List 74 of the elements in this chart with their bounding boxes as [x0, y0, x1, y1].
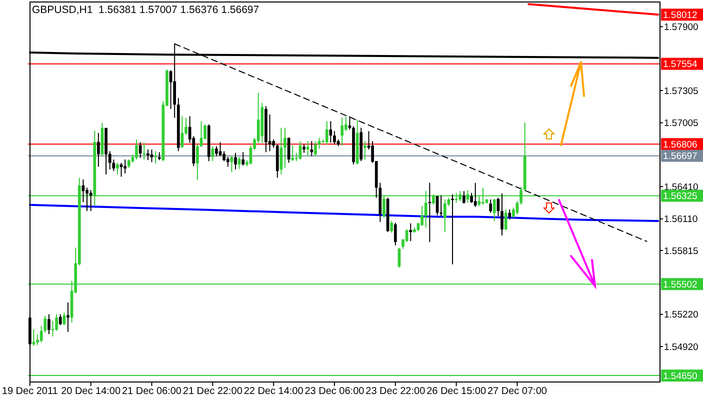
candlestick [242, 152, 245, 166]
candlestick [226, 156, 230, 168]
candlestick [340, 117, 344, 146]
y-tick-label: 1.56410 [664, 182, 698, 193]
ref-line-label: 1.55502 [663, 279, 698, 290]
candlestick [146, 148, 150, 161]
ref-line-label: 1.56697 [663, 151, 698, 162]
candlestick [138, 142, 142, 158]
candlestick [318, 137, 321, 150]
x-tick-label: 27 Dec 07:00 [487, 386, 548, 397]
candlestick [55, 314, 58, 332]
candlestick [348, 116, 352, 130]
candlestick [124, 158, 127, 174]
y-tick-label: 1.55815 [664, 246, 698, 257]
candlestick [135, 139, 138, 160]
candlestick [333, 130, 336, 145]
candlestick [310, 140, 314, 157]
x-tick-label: 23 Dec 22:00 [366, 386, 426, 397]
candlestick [169, 70, 172, 110]
y-tick-label: 1.57900 [664, 22, 698, 34]
y-tick-label: 1.54920 [664, 342, 698, 353]
candlestick [62, 312, 66, 326]
y-tick-label: 1.55220 [664, 310, 698, 321]
x-tick-label: 21 Dec 22:00 [182, 386, 243, 397]
line-series [28, 204, 660, 222]
candlestick [116, 162, 119, 175]
candlestick [142, 142, 146, 160]
chart-title: GBPUSD,H1 1.56381 1.57007 1.56376 1.56697 [32, 4, 260, 16]
candlestick [462, 190, 466, 204]
candlestick [154, 150, 157, 164]
candlestick [500, 193, 504, 236]
x-tick-label: 22 Dec 14:00 [244, 386, 304, 397]
candlestick [97, 132, 100, 168]
candlestick [440, 194, 443, 217]
candlestick [428, 182, 432, 243]
candlestick [66, 302, 70, 332]
y-tick-label: 1.57305 [664, 86, 698, 97]
data-label: 1.58012 [663, 10, 698, 21]
candlestick [492, 198, 496, 222]
x-tick-label: 26 Dec 15:00 [426, 386, 486, 397]
candlestick [48, 314, 50, 335]
candlestick [344, 116, 348, 132]
candlestick [420, 206, 424, 227]
ref-line-label: 1.56806 [663, 139, 698, 150]
x-tick-label: 20 Dec 14:00 [61, 386, 121, 397]
candlestick [58, 314, 62, 326]
candlestick [211, 146, 214, 162]
candlestick [390, 220, 394, 234]
candlestick [234, 152, 237, 170]
candlestick [325, 120, 328, 145]
candlestick [306, 140, 310, 157]
candlestick [394, 222, 397, 246]
ref-line-label: 1.56325 [663, 191, 698, 202]
candlestick [86, 187, 88, 212]
candlestick [36, 334, 39, 346]
x-tick-label: 23 Dec 06:00 [304, 386, 365, 397]
candlestick [284, 127, 286, 168]
candlestick [329, 120, 332, 144]
candlestick [489, 199, 492, 214]
candlestick [474, 182, 477, 208]
x-tick-label: 21 Dec 06:00 [122, 386, 182, 397]
x-tick-label: 19 Dec 2011 [2, 386, 58, 397]
candlestick [51, 320, 54, 337]
ref-line-label: 1.54650 [663, 370, 698, 382]
candlestick [364, 140, 366, 160]
candlestick [314, 140, 317, 157]
candlestick [470, 192, 473, 204]
y-tick-label: 1.56110 [664, 214, 698, 226]
candlestick [215, 146, 218, 157]
candlestick [409, 222, 412, 242]
ref-line-label: 1.57554 [663, 59, 698, 70]
candlestick [443, 198, 446, 233]
y-tick-label: 1.57005 [664, 118, 698, 130]
candlestick [508, 208, 512, 220]
